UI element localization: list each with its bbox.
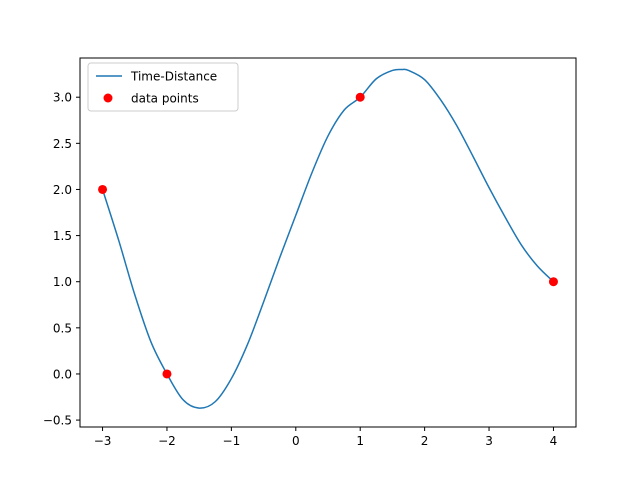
data-point bbox=[355, 92, 365, 102]
y-tick-label: 1.0 bbox=[53, 275, 72, 289]
x-tick-label: 1 bbox=[356, 434, 364, 448]
x-tick-label: −3 bbox=[94, 434, 112, 448]
x-tick-label: −2 bbox=[158, 434, 176, 448]
x-tick-label: 0 bbox=[292, 434, 300, 448]
plot-area bbox=[98, 68, 558, 409]
y-tick-label: 2.5 bbox=[53, 137, 72, 151]
data-point bbox=[548, 277, 558, 287]
series-line-time-distance bbox=[101, 68, 554, 409]
y-tick-label: 0.0 bbox=[53, 367, 72, 381]
y-tick-label: 3.0 bbox=[53, 91, 72, 105]
x-axis: −3 −2 −1 0 1 2 3 4 bbox=[94, 427, 558, 448]
y-tick-label: 2.0 bbox=[53, 183, 72, 197]
axes-frame bbox=[79, 57, 577, 428]
legend-label-data-points: data points bbox=[131, 92, 199, 106]
x-tick-label: −1 bbox=[223, 434, 241, 448]
legend-label-time-distance: Time-Distance bbox=[130, 70, 217, 84]
y-tick-label: 0.5 bbox=[53, 321, 72, 335]
x-tick-label: 2 bbox=[421, 434, 429, 448]
legend-marker-swatch bbox=[103, 93, 113, 103]
y-tick-label: 1.5 bbox=[53, 229, 72, 243]
legend: Time-Distance data points bbox=[87, 62, 239, 112]
legend-box bbox=[87, 62, 239, 112]
data-point bbox=[162, 369, 172, 379]
x-tick-label: 4 bbox=[550, 434, 558, 448]
data-point bbox=[98, 184, 108, 194]
y-tick-label: −0.5 bbox=[43, 414, 72, 428]
y-axis: −0.5 0.0 0.5 1.0 1.5 2.0 2.5 3.0 bbox=[43, 91, 80, 428]
x-tick-label: 3 bbox=[485, 434, 493, 448]
